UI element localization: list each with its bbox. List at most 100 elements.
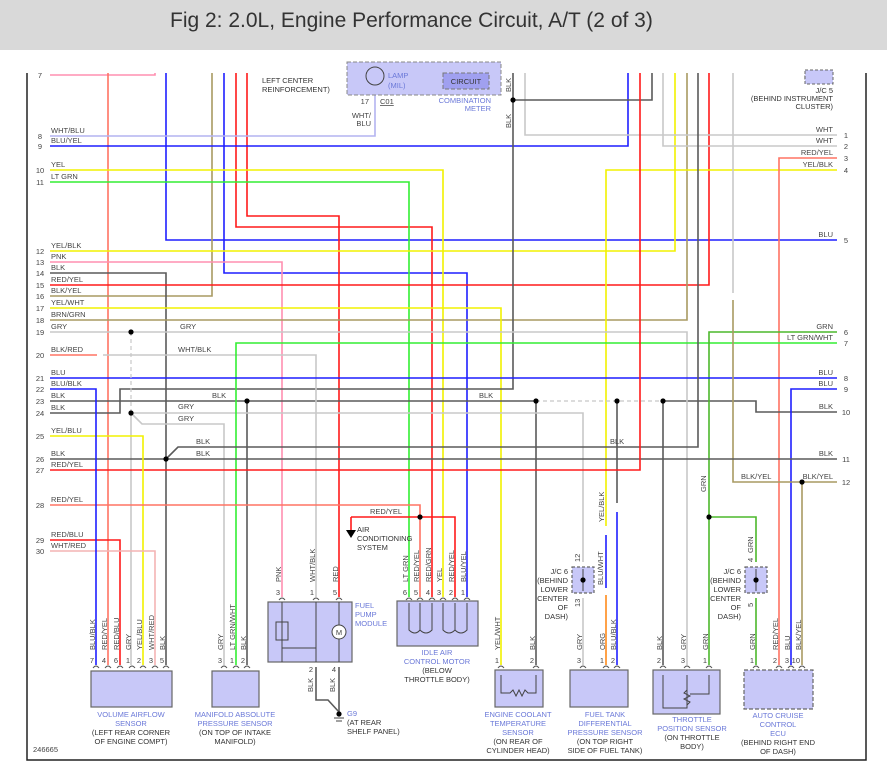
jc6-label: CENTER: [710, 594, 741, 603]
left-pin-number: 18: [36, 316, 44, 325]
pin-wire-label: GRN: [748, 633, 757, 650]
component-name: ECU: [770, 729, 786, 738]
pin-number: 3: [437, 588, 441, 597]
pin-wire-label: BLU/BLK: [88, 619, 97, 650]
left-pin-number: 7: [38, 71, 42, 80]
component-name: PRESSURE SENSOR: [197, 719, 273, 728]
pin-wire-label: WHT/RED: [147, 614, 156, 650]
component-location: THROTTLE BODY): [404, 675, 470, 684]
pin-number: 2: [773, 656, 777, 665]
wire: [235, 73, 433, 597]
left-pin-number: 11: [36, 178, 44, 187]
connector-terminal-icon: [335, 597, 343, 601]
wire: [50, 539, 121, 665]
connector-terminal-icon: [705, 665, 713, 669]
wire-label: YEL/BLK: [597, 492, 606, 522]
wire-label: CLUSTER): [795, 102, 833, 111]
wire-label: 17: [361, 97, 369, 106]
jc6-label: CENTER: [537, 594, 568, 603]
pin-number: 5: [414, 588, 418, 597]
wire: [605, 169, 837, 526]
connector-terminal-icon: [151, 665, 159, 669]
connector-terminal-icon: [439, 597, 447, 601]
wire: [50, 307, 502, 665]
wire: [103, 354, 317, 597]
connector-terminal-icon: [312, 597, 320, 601]
wire-label: BLK: [610, 437, 624, 446]
left-pin-number: 30: [36, 547, 44, 556]
wire: [524, 73, 837, 136]
wire: [50, 435, 144, 665]
right-wire-label: GRN: [816, 322, 833, 331]
wire: [50, 73, 156, 76]
thermistor-icon: [500, 675, 537, 698]
left-pin-number: 24: [36, 409, 44, 418]
component-name: FUEL TANK: [585, 710, 625, 719]
splice-dot: [163, 456, 169, 462]
wire-label: BLU: [356, 119, 371, 128]
right-pin-number: 5: [844, 236, 848, 245]
right-wire-label: RED/YEL: [801, 148, 833, 157]
pin-number: 5: [333, 588, 337, 597]
splice-dot: [580, 577, 586, 583]
left-wire-label: GRY: [51, 322, 67, 331]
connector-terminal-icon: [405, 597, 413, 601]
figure-number: 246665: [33, 745, 58, 754]
circuit-box: [442, 72, 490, 90]
wire: [50, 73, 676, 252]
mil-lamp-icon: [365, 66, 385, 86]
connector-terminal-icon: [232, 665, 240, 669]
right-wire-label: BLU: [818, 230, 833, 239]
connector-terminal-icon: [787, 665, 795, 669]
pin-number: 3: [218, 656, 222, 665]
splice-dot: [417, 514, 423, 520]
wire-label: (MIL): [388, 81, 406, 90]
left-pin-number: 17: [36, 304, 44, 313]
jc6-label: DASH): [545, 612, 569, 621]
ac-system-label: CONDITIONING: [357, 534, 413, 543]
wire-label: BLU/WHT: [596, 551, 605, 585]
left-pin-number: 15: [36, 281, 44, 290]
pin-number: 3: [149, 656, 153, 665]
wire: [663, 400, 837, 413]
right-wire-label: BLK/YEL: [803, 472, 833, 481]
pin-wire-label: YEL: [435, 568, 444, 582]
wire: [131, 412, 584, 562]
wire: [50, 169, 444, 597]
wire: [513, 73, 653, 101]
splice-dots: [128, 97, 805, 717]
left-wire-label: PNK: [51, 252, 66, 261]
wire: [778, 157, 837, 665]
pin-wire-label: BLU/YEL: [459, 551, 468, 582]
idle-air-motor-coils-icon: [408, 603, 468, 634]
wire-label: BLK: [504, 114, 513, 128]
pin-number: 3: [785, 656, 789, 665]
jc5-box: [804, 69, 834, 85]
wire: [50, 73, 213, 297]
components: [90, 61, 834, 722]
pin-number: 3: [577, 656, 581, 665]
left-wire-label: RED/BLU: [51, 530, 84, 539]
left-pin-number: 19: [36, 328, 44, 337]
pin-wire-label: RED/YEL: [100, 618, 109, 650]
jc6-label: DASH): [718, 612, 742, 621]
pin-number: 2: [530, 656, 534, 665]
pin-wire-label: BLU: [783, 635, 792, 650]
wire: [50, 73, 710, 286]
splice-dot: [706, 514, 712, 520]
wire-label: GRY: [180, 322, 196, 331]
component-location: (BEHIND RIGHT END: [741, 738, 816, 747]
splice-dot: [799, 479, 805, 485]
pin-number: 3: [681, 656, 685, 665]
wire-label: BLK: [306, 678, 315, 692]
left-pin-number: 22: [36, 385, 44, 394]
pin-wire-label: RED/YEL: [412, 550, 421, 582]
wire-label: (BEHIND INSTRUMENT: [751, 94, 834, 103]
pin-number: 3: [276, 588, 280, 597]
left-pin-number: 8: [38, 132, 42, 141]
jc6-label: LOWER: [713, 585, 741, 594]
pin-number: 4: [102, 656, 106, 665]
splice-dot: [533, 398, 539, 404]
pin-wire-label: BLK: [655, 636, 664, 650]
